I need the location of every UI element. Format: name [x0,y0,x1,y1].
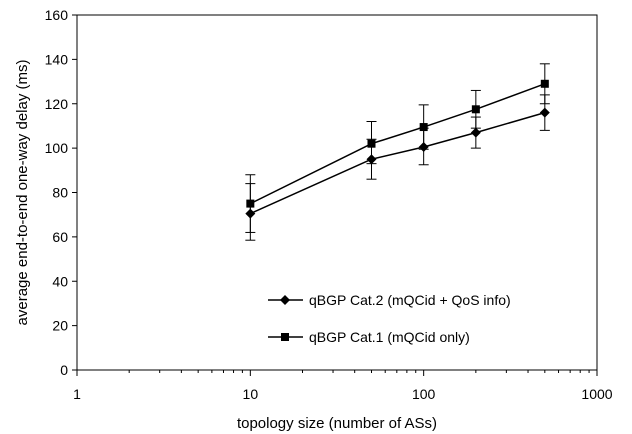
legend: qBGP Cat.2 (mQCid + QoS info) qBGP Cat.1 … [268,292,511,345]
data-point [470,127,481,138]
plot-area [76,14,598,371]
y-tick-label: 100 [45,140,69,156]
y-tick-label: 80 [52,185,68,201]
series-2 [245,63,550,233]
data-point [419,123,428,132]
y-tick-label: 140 [45,51,69,67]
y-tick-label: 20 [52,318,68,334]
x-tick-label: 1 [73,386,81,402]
series-line [250,111,546,215]
data-point [540,79,549,88]
x-tick-label: 10 [243,386,259,402]
legend-marker [280,295,290,305]
data-point [471,105,480,114]
y-tick-label: 40 [52,273,68,289]
series-line [250,83,546,205]
data-point [367,139,376,148]
y-axis-title: average end-to-end one-way delay (ms) [14,60,31,326]
series-layer [245,63,550,241]
legend-label: qBGP Cat.2 (mQCid + QoS info) [309,292,511,308]
x-tick-label: 1000 [581,386,612,402]
series-1 [245,94,550,241]
data-point [539,107,550,118]
legend-item-1: qBGP Cat.2 (mQCid + QoS info) [268,292,511,308]
y-tick-label: 120 [45,96,69,112]
y-tick-label: 160 [45,7,69,23]
y-tick-label: 60 [52,229,68,245]
x-axis-title: topology size (number of ASs) [237,415,437,432]
axes: 0 20 40 60 80 100 120 140 160 1 10 100 1000 topology … [14,7,613,432]
y-tick-label: 0 [60,362,68,378]
data-point [246,199,255,208]
x-tick-label: 100 [412,386,436,402]
legend-item-2: qBGP Cat.1 (mQCid only) [268,329,470,345]
legend-label: qBGP Cat.1 (mQCid only) [309,329,470,345]
legend-marker [281,333,289,341]
